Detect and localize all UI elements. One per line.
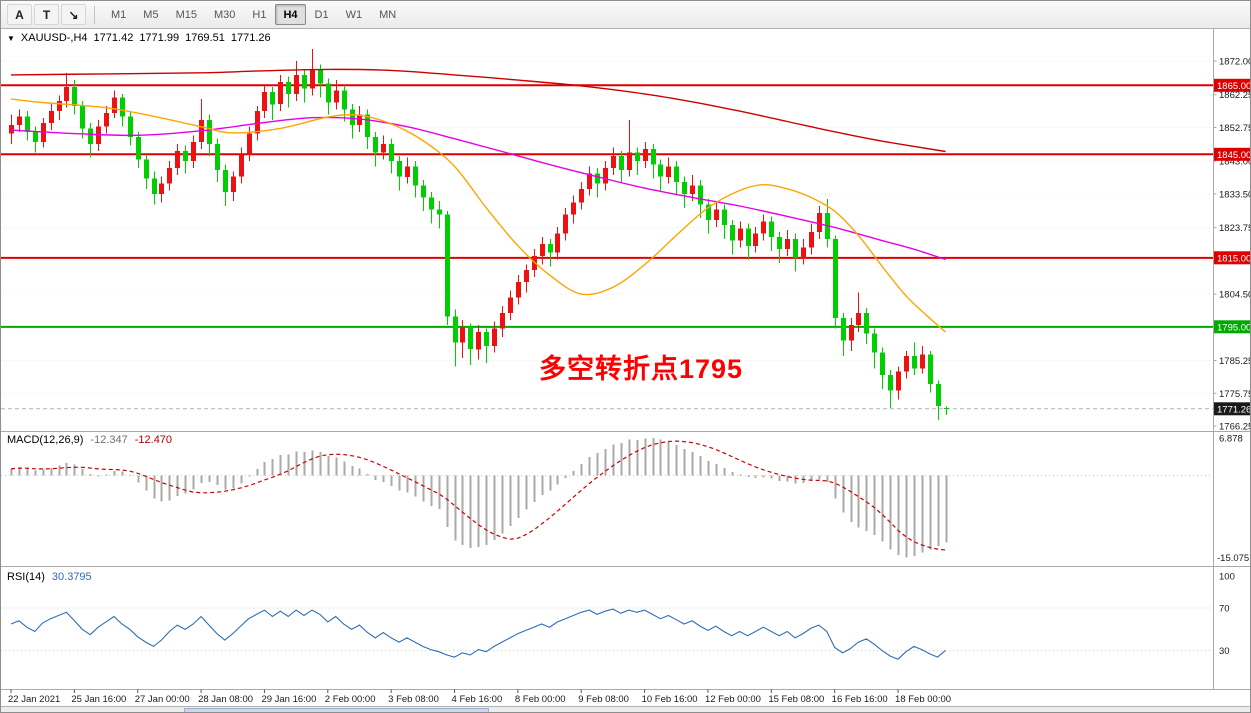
time-axis-label: 8 Feb 00:00 [515,694,566,705]
ohlc-low: 1769.51 [185,32,225,44]
rsi-panel: 100 70 30 [1,572,1235,660]
price-tick-label: 1843.00 [1219,157,1251,168]
symbol-dropdown-icon[interactable]: ▼ [7,33,15,43]
macd-header: MACD(12,26,9) -12.347 -12.470 [7,434,172,446]
rsi-scale-label: 30 [1219,646,1230,657]
annotation-tool-button[interactable]: A [7,4,32,25]
timeframe-d1-button[interactable]: D1 [307,4,337,25]
macd-signal-line [10,440,946,551]
tool-buttons: A T ↘ [7,4,86,25]
macd-panel: 6.878 -15.075 [1,434,1249,564]
panel-separators [1,431,1250,690]
ma-slow-red [10,68,946,153]
ma-medium-magenta [10,116,946,261]
svg-text:1795.00: 1795.00 [1217,322,1251,333]
rsi-scale-label: 100 [1219,572,1235,583]
scrollbar-thumb[interactable] [184,708,489,712]
horizontal-scrollbar[interactable] [1,706,1250,712]
rsi-label: RSI(14) [7,571,45,583]
level-price-badge: 1845.00 [1214,147,1251,161]
timeframe-h4-button[interactable]: H4 [275,4,306,25]
macd-scale-max: 6.878 [1219,434,1243,445]
rsi-scale-label: 70 [1219,604,1230,615]
time-axis-label: 27 Jan 00:00 [135,694,190,705]
ohlc-open: 1771.42 [93,32,134,44]
time-axis-label: 16 Feb 16:00 [832,694,888,705]
time-axis-label: 12 Feb 00:00 [705,694,761,705]
price-tick-label: 1823.75 [1219,223,1251,234]
time-axis-label: 25 Jan 16:00 [71,694,126,705]
price-scale[interactable]: 1872.00 1862.25 1852.75 1843.00 1833.50 1823.… [1213,29,1251,689]
crosshair-tool-button[interactable]: ↘ [61,4,86,25]
toolbar: A T ↘ M1 M5 M15 M30 H1 H4 D1 W1 MN [1,1,1250,29]
timeframe-h1-button[interactable]: H1 [244,4,274,25]
timeframe-m30-button[interactable]: M30 [206,4,243,25]
svg-text:1815.00: 1815.00 [1217,253,1251,264]
price-tick-label: 1804.50 [1219,290,1251,301]
current-price-badge: 1771.26 [1214,402,1251,416]
chart-annotation: 多空转折点1795 [539,354,744,384]
price-tick-label: 1766.25 [1219,422,1251,433]
ohlc-high: 1771.99 [139,32,180,44]
level-price-badge: 1815.00 [1214,251,1251,264]
timeframe-m15-button[interactable]: M15 [168,4,205,25]
price-tick-label: 1833.50 [1219,189,1251,200]
support-resistance-lines[interactable] [1,84,1213,328]
time-axis-label: 15 Feb 08:00 [768,694,824,705]
rsi-value: 30.3795 [51,571,92,583]
macd-label: MACD(12,26,9) [7,434,84,446]
toolbar-separator [94,5,95,24]
level-price-badge: 1865.00 [1214,78,1251,92]
rsi-line [10,608,946,660]
ohlc-close: 1771.26 [230,32,271,44]
timeframe-buttons: M1 M5 M15 M30 H1 H4 D1 W1 MN [103,4,404,25]
time-axis[interactable]: 22 Jan 2021 25 Jan 16:00 27 Jan 00:00 28 Ja… [8,689,951,706]
time-axis-label: 4 Feb 16:00 [452,694,503,705]
macd-scale-min: -15.075 [1217,553,1249,564]
time-axis-label: 18 Feb 00:00 [895,694,951,705]
svg-text:1771.26: 1771.26 [1217,404,1251,415]
time-axis-label: 28 Jan 08:00 [198,694,253,705]
macd-signal-value: -12.470 [134,434,173,446]
timeframe-w1-button[interactable]: W1 [338,4,371,25]
level-price-badge: 1795.00 [1214,320,1251,333]
svg-text:1865.00: 1865.00 [1217,81,1251,92]
price-tick-label: 1852.75 [1219,123,1251,134]
chart-ohlc-header: ▼ XAUUSD-,H4 1771.42 1771.99 1769.51 177… [7,32,271,44]
price-tick-label: 1785.25 [1219,356,1251,367]
rsi-header: RSI(14) 30.3795 [7,571,92,583]
time-axis-label: 29 Jan 16:00 [261,694,316,705]
price-tick-label: 1872.00 [1219,57,1251,68]
time-axis-label: 2 Feb 00:00 [325,694,376,705]
timeframe-m5-button[interactable]: M5 [135,4,166,25]
symbol-period-label: XAUUSD-,H4 [20,32,88,44]
ma-fast-orange [10,98,947,333]
text-tool-button[interactable]: T [34,4,59,25]
price-tick-label: 1775.75 [1219,389,1251,400]
time-axis-label: 22 Jan 2021 [8,694,60,705]
time-axis-label: 3 Feb 08:00 [388,694,439,705]
time-axis-label: 10 Feb 16:00 [642,694,698,705]
timeframe-mn-button[interactable]: MN [371,4,404,25]
macd-histogram [10,438,948,558]
time-axis-label: 9 Feb 08:00 [578,694,629,705]
svg-text:1845.00: 1845.00 [1217,150,1251,161]
price-tick-label: 1862.25 [1219,90,1251,101]
timeframe-m1-button[interactable]: M1 [103,4,134,25]
macd-main-value: -12.347 [90,434,128,446]
